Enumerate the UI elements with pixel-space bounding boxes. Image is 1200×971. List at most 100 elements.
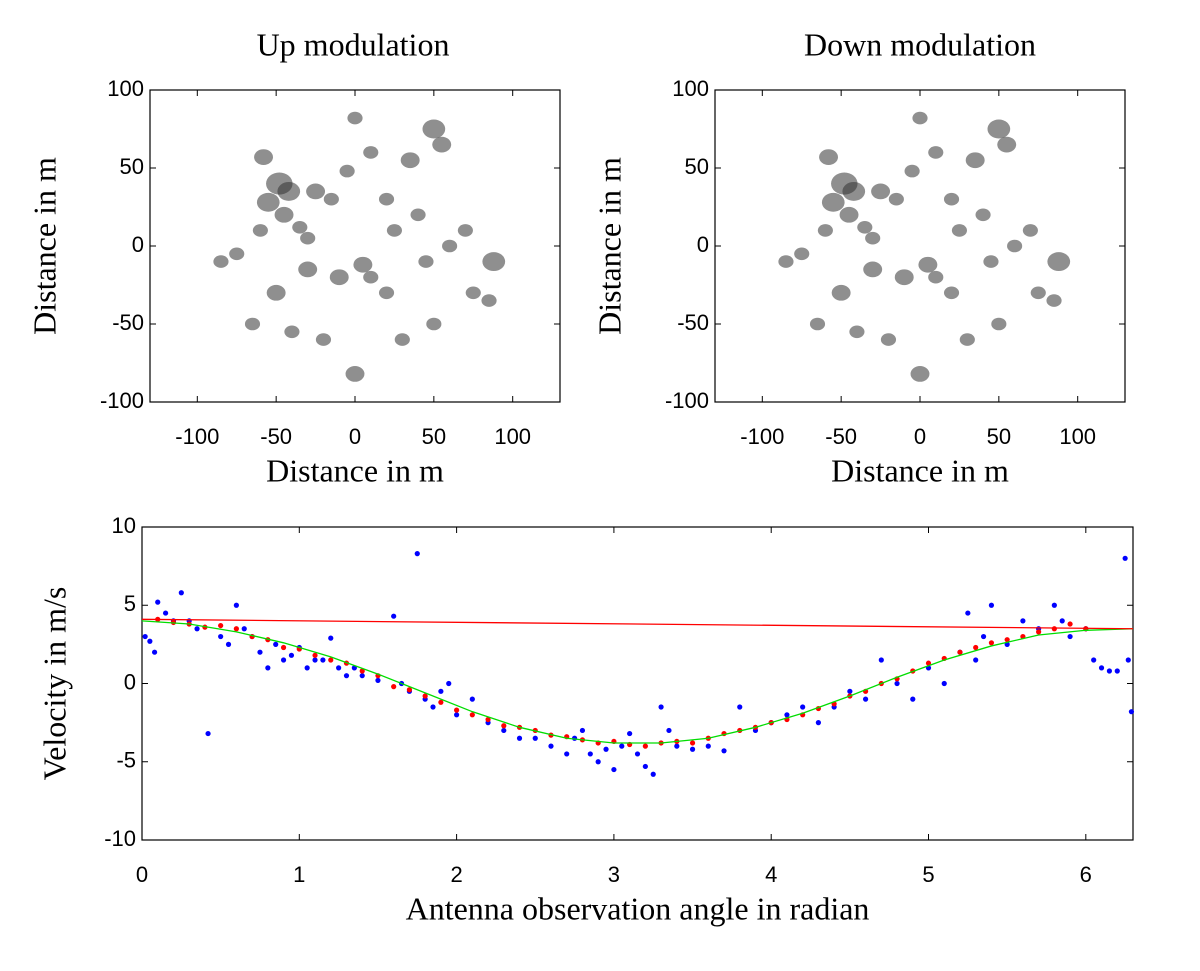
point [650, 771, 656, 777]
blob [871, 183, 891, 200]
point [414, 551, 420, 557]
blob [857, 220, 873, 234]
point [343, 673, 350, 679]
point [430, 704, 436, 710]
point [1125, 657, 1131, 663]
blob [323, 192, 339, 206]
point [1067, 633, 1073, 640]
blob [842, 181, 866, 201]
point [446, 680, 452, 687]
point [485, 716, 491, 723]
point [336, 665, 342, 671]
blob [987, 119, 1011, 139]
blob [457, 224, 473, 237]
blob [266, 284, 286, 301]
x-tick-label: 0 [914, 424, 926, 449]
blob [465, 286, 481, 300]
point [438, 699, 444, 705]
point [800, 704, 806, 710]
point [925, 660, 932, 666]
x-tick-label: -50 [260, 424, 292, 449]
point [391, 684, 397, 690]
point [288, 652, 295, 658]
point [469, 712, 475, 718]
blob [229, 247, 245, 261]
point [312, 657, 318, 663]
blob [817, 224, 833, 237]
point [155, 599, 161, 605]
blob [339, 164, 355, 178]
blob [951, 224, 967, 237]
point [359, 673, 365, 679]
point [941, 680, 947, 687]
plot-area [141, 526, 1134, 841]
point [634, 751, 641, 757]
x-tick-label: -50 [825, 424, 857, 449]
point [1106, 668, 1113, 674]
y-tick-label: -10 [104, 826, 136, 851]
blob [809, 317, 826, 331]
blob [1046, 294, 1062, 307]
y-tick-label: 0 [697, 232, 709, 257]
point [815, 720, 821, 726]
blob [849, 325, 865, 339]
point [233, 626, 239, 632]
point [422, 693, 428, 699]
point [1122, 555, 1128, 561]
x-tick-label: 2 [450, 862, 462, 887]
point [878, 657, 884, 663]
blob [400, 152, 420, 169]
blob [292, 220, 308, 234]
plot-area [714, 89, 1126, 403]
y-tick-label: -100 [100, 388, 144, 413]
point [205, 730, 211, 737]
point [721, 748, 727, 754]
y-tick-label: 100 [672, 76, 709, 101]
blob [244, 317, 261, 331]
point [1091, 657, 1097, 663]
x-tick-label: 1 [293, 862, 305, 887]
point [980, 633, 987, 640]
point [1020, 618, 1026, 624]
blob [928, 270, 944, 284]
x-tick-label: 100 [1059, 424, 1096, 449]
blob [394, 333, 410, 346]
blob [794, 247, 810, 261]
x-tick-label: 4 [765, 862, 777, 887]
point [689, 746, 696, 752]
point [257, 649, 263, 655]
blob [778, 255, 794, 268]
blob [1047, 252, 1071, 272]
blob [298, 261, 318, 278]
blob [959, 333, 975, 346]
point [320, 657, 326, 663]
y-axis-label: Distance in m [26, 157, 62, 335]
blob [300, 231, 316, 245]
point [548, 743, 554, 749]
plot-area [149, 89, 561, 403]
y-tick-label: 50 [120, 154, 144, 179]
point [218, 633, 224, 640]
blob [347, 111, 363, 125]
point [328, 657, 334, 663]
point [359, 668, 365, 674]
point [658, 704, 664, 710]
point [406, 687, 413, 693]
chart-title: Down modulation [804, 26, 1036, 62]
point [265, 665, 271, 671]
point [375, 677, 381, 683]
chart-title: Up modulation [257, 26, 450, 62]
point [784, 712, 790, 718]
blob [363, 146, 379, 159]
blob [306, 183, 326, 200]
point [1051, 602, 1057, 608]
point [516, 735, 523, 741]
blob [254, 149, 273, 165]
blob [353, 256, 373, 273]
blob [904, 164, 920, 178]
point [1059, 618, 1065, 624]
point [147, 638, 153, 644]
point [1114, 668, 1120, 674]
point [273, 641, 279, 647]
point [328, 635, 334, 641]
